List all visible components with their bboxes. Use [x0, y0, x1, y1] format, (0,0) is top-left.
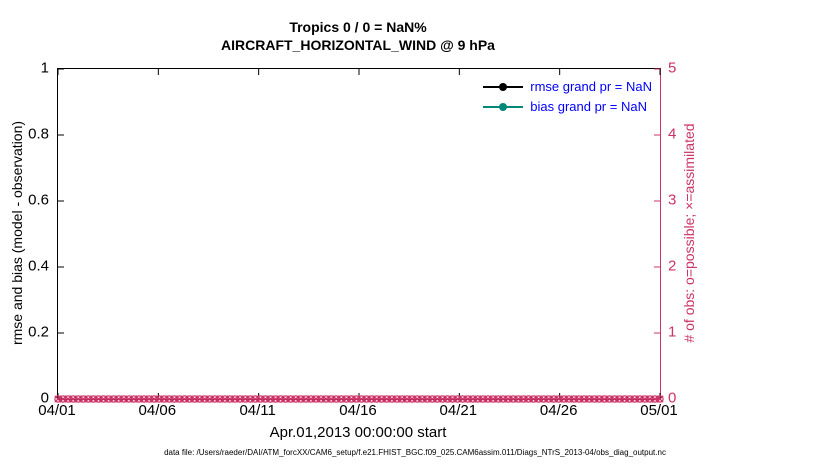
x-tick-label: 04/01 — [38, 402, 76, 419]
left-y-tick-label: 0.2 — [28, 323, 49, 341]
right-y-axis-label: # of obs: o=possible; ×=assimilated — [681, 123, 697, 343]
left-y-tick-label: 0 — [40, 389, 49, 407]
bias-line-sample — [483, 102, 524, 111]
x-tick-label: 04/21 — [439, 402, 478, 419]
right-y-tick-label: 4 — [668, 125, 677, 143]
plot-area: rmse grand pr = NaN bias grand pr = NaN — [54, 68, 664, 403]
left-y-tick-label: 0.8 — [28, 125, 49, 143]
right-y-tick-label: 2 — [668, 257, 677, 275]
legend-label-rmse: rmse grand pr = NaN — [530, 79, 652, 94]
left-y-axis-label: rmse and bias (model - observation) — [9, 120, 25, 346]
bias-marker-icon — [499, 102, 508, 111]
x-axis-label: Apr.01,2013 00:00:00 start — [269, 424, 447, 441]
legend-item-bias: bias grand pr = NaN — [483, 99, 652, 114]
right-y-tick-label: 3 — [668, 191, 677, 209]
chart-title: Tropics 0 / 0 = NaN% AIRCRAFT_HORIZONTAL… — [57, 18, 659, 54]
data-file-path: data file: /Users/raeder/DAI/ATM_forcXX/… — [164, 448, 666, 457]
right-y-tick-label: 5 — [668, 59, 677, 77]
right-y-tick-label: 0 — [668, 389, 677, 407]
rmse-line-sample — [483, 82, 524, 91]
x-tick-label: 04/11 — [239, 402, 276, 419]
rmse-marker-icon — [499, 82, 508, 91]
legend-label-bias: bias grand pr = NaN — [530, 99, 647, 114]
obs-count-markers — [54, 395, 664, 403]
x-tick-label: 04/16 — [339, 402, 377, 419]
title-line2: AIRCRAFT_HORIZONTAL_WIND @ 9 hPa — [221, 37, 495, 53]
x-tick-label: 05/01 — [640, 402, 678, 419]
title-line1: Tropics 0 / 0 = NaN% — [289, 19, 427, 35]
left-y-tick-label: 0.4 — [28, 257, 49, 275]
plot-canvas — [54, 68, 664, 403]
left-y-tick-label: 1 — [40, 59, 49, 77]
legend: rmse grand pr = NaN bias grand pr = NaN — [483, 79, 652, 114]
right-y-tick-label: 1 — [668, 323, 677, 341]
x-tick-label: 04/06 — [138, 402, 177, 419]
legend-item-rmse: rmse grand pr = NaN — [483, 79, 652, 94]
left-y-tick-label: 0.6 — [28, 191, 49, 209]
x-tick-label: 04/26 — [539, 402, 578, 419]
